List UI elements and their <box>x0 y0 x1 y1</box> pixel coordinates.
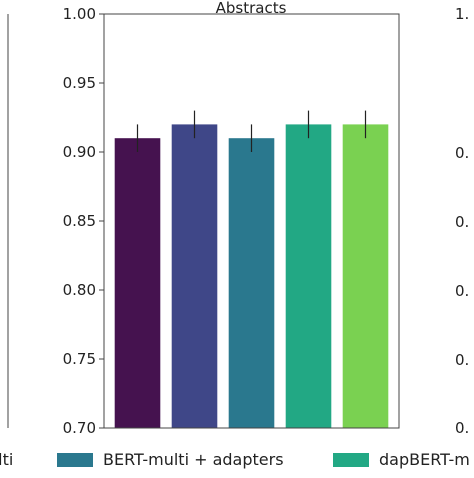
plot-frame <box>103 13 400 429</box>
chart-title: Abstracts <box>216 0 287 17</box>
bar <box>171 124 218 429</box>
y-axis: 0.70 0.75 0.80 0.85 0.90 0.95 1.00 <box>63 5 104 437</box>
error-bars <box>136 110 367 152</box>
bar-series <box>114 124 389 429</box>
y-tick-label: 0.85 <box>63 212 96 230</box>
right-panel-tick-fragment: 0. <box>455 351 469 369</box>
right-panel-tick-fragment: 1. <box>455 5 469 23</box>
bar <box>285 124 332 429</box>
y-tick-label: 0.95 <box>63 74 96 92</box>
y-tick-label: 0.75 <box>63 350 96 368</box>
legend-swatch <box>57 453 93 467</box>
legend-swatch <box>333 453 369 467</box>
y-tick-label: 0.70 <box>63 419 96 437</box>
legend-label: dapBERT-m <box>379 450 470 469</box>
y-tick-label: 1.00 <box>63 5 96 23</box>
right-panel-tick-fragment: 0. <box>455 144 469 162</box>
right-panel-tick-fragment: 0. <box>455 282 469 300</box>
right-panel-tick-labels: 1. 0. 0. 0. 0. 0. <box>455 5 469 437</box>
legend-label: ulti <box>0 450 13 469</box>
bar <box>342 124 389 429</box>
bar <box>228 138 275 428</box>
right-panel-tick-fragment: 0. <box>455 213 469 231</box>
legend-label: BERT-multi + adapters <box>103 450 284 469</box>
legend: ulti BERT-multi + adapters dapBERT-m <box>0 450 470 469</box>
bar <box>114 138 161 428</box>
y-tick-label: 0.90 <box>63 143 96 161</box>
y-tick-label: 0.80 <box>63 281 96 299</box>
right-panel-tick-fragment: 0. <box>455 419 469 437</box>
